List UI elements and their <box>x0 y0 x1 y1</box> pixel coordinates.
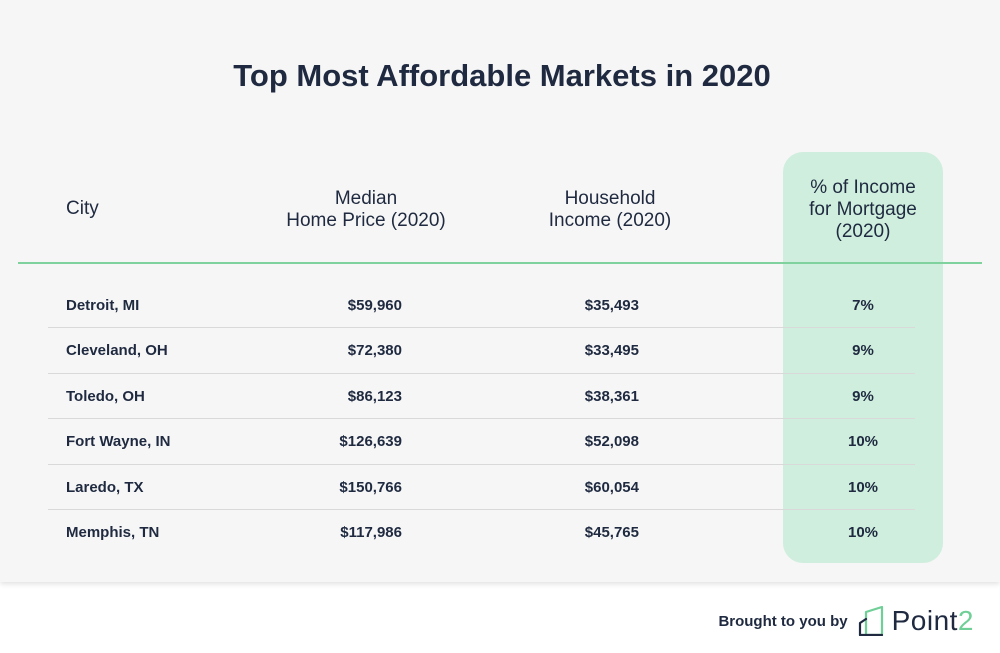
cell-median-home-price: $59,960 <box>347 297 402 314</box>
cell-income-for-mortgage: 10% <box>847 478 879 496</box>
cell-household-income: $38,361 <box>584 387 639 405</box>
cell-household-income: $52,098 <box>584 433 639 451</box>
cell-household-income: $60,054 <box>584 478 639 496</box>
cell-median-home-price: $86,123 <box>347 387 402 405</box>
row-divider <box>48 418 915 420</box>
table-row: Memphis, TN $117,986 $45,765 10% <box>0 509 1000 554</box>
header-income-for-mortgage: % of Income for Mortgage (2020) <box>783 177 943 243</box>
header-city: City <box>66 198 99 220</box>
header-mortgage-line2: for Mortgage <box>809 199 917 220</box>
mortgage-column-highlight <box>783 152 943 563</box>
row-divider <box>48 509 915 510</box>
house-outline-icon <box>858 606 883 636</box>
cell-median-home-price: $117,986 <box>340 524 402 541</box>
cell-median-home-price: $126,639 <box>339 433 402 451</box>
cell-city: Laredo, TX <box>66 478 144 496</box>
header-mortgage-line3: (2020) <box>835 221 891 242</box>
cell-median-home-price: $150,766 <box>339 478 402 496</box>
row-divider <box>48 327 915 329</box>
infographic-card: Top Most Affordable Markets in 2020 City… <box>0 58 1000 563</box>
page-title: Top Most Affordable Markets in 2020 <box>233 58 771 93</box>
cell-income-for-mortgage: 7% <box>852 297 874 314</box>
footer-credit: Brought to you by Point2 <box>718 604 974 638</box>
header-income-line2: Income (2020) <box>548 210 672 231</box>
table-row: Toledo, OH $86,123 $38,361 9% <box>0 373 1000 418</box>
cell-household-income: $35,493 <box>584 297 639 314</box>
brought-to-you-by-text: Brought to you by <box>718 612 848 630</box>
cell-income-for-mortgage: 10% <box>847 433 879 451</box>
row-divider <box>48 372 915 374</box>
header-household-income: Household Income (2020) <box>510 188 710 232</box>
cell-city: Fort Wayne, IN <box>66 433 171 451</box>
cell-city: Memphis, TN <box>66 524 160 541</box>
cell-median-home-price: $72,380 <box>347 342 402 360</box>
logo-name: Point <box>891 605 958 636</box>
header-median-home-price: Median Home Price (2020) <box>266 188 466 232</box>
logo-suffix: 2 <box>957 605 974 636</box>
cell-city: Toledo, OH <box>66 387 145 405</box>
header-mortgage-line1: % of Income <box>810 177 916 198</box>
cell-income-for-mortgage: 9% <box>852 342 874 360</box>
point2-logo-text: Point2 <box>892 605 974 637</box>
table-row: Laredo, TX $150,766 $60,054 10% <box>0 464 1000 509</box>
cell-income-for-mortgage: 10% <box>847 524 879 541</box>
header-price-line2: Home Price (2020) <box>286 210 446 231</box>
header-price-line1: Median <box>334 188 398 209</box>
header-divider <box>18 262 982 264</box>
header-income-line1: Household <box>564 188 656 209</box>
cell-household-income: $33,495 <box>584 342 639 360</box>
table-row: Cleveland, OH $72,380 $33,495 9% <box>0 327 1000 372</box>
cell-city: Detroit, MI <box>66 297 140 314</box>
header-city-label: City <box>66 198 99 219</box>
cell-income-for-mortgage: 9% <box>852 387 874 405</box>
table-row: Fort Wayne, IN $126,639 $52,098 10% <box>0 418 1000 463</box>
table-row: Detroit, MI $59,960 $35,493 7% <box>0 282 1000 327</box>
cell-household-income: $45,765 <box>584 524 639 541</box>
cell-city: Cleveland, OH <box>66 342 168 360</box>
row-divider <box>48 463 915 465</box>
